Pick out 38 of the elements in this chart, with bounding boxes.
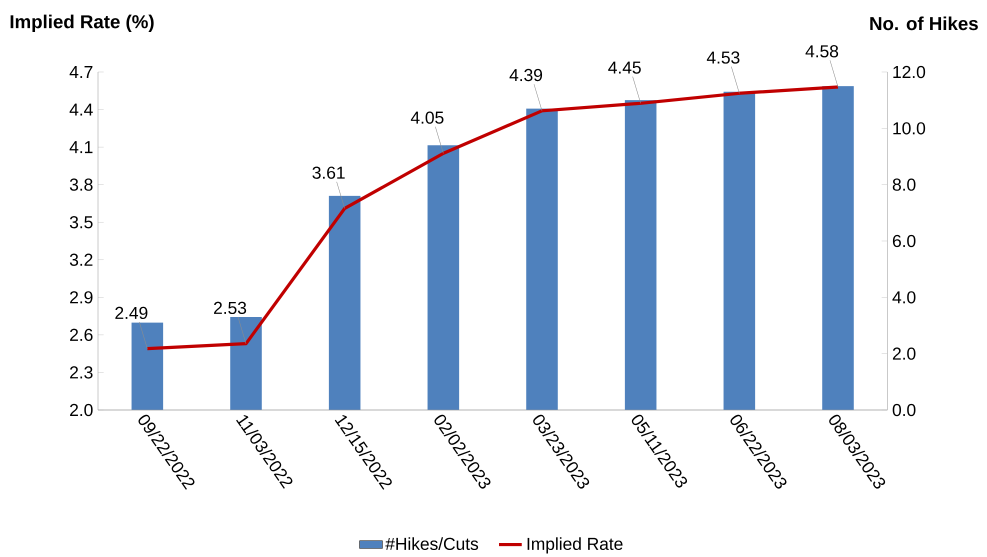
line-series	[146, 85, 840, 350]
y-tick-label: 2.0	[70, 404, 93, 416]
data-label: 4.58	[806, 45, 838, 58]
legend-label: Implied Rate	[528, 537, 623, 554]
y2-tick-label: 2.0	[892, 347, 916, 360]
bar	[328, 196, 360, 410]
bar	[624, 100, 656, 410]
y-tick-label: 2.3	[70, 366, 93, 378]
legend-label: #Hikes/Cuts	[385, 537, 478, 550]
data-label: 2.53	[214, 302, 246, 314]
y2-tick-label: 10.0	[893, 122, 926, 134]
y2-tick-label: 0.0	[892, 404, 916, 416]
y-tick-label: 4.1	[70, 141, 92, 153]
data-label: 2.49	[115, 306, 148, 319]
y-tick-label: 4.4	[70, 104, 93, 116]
y-tick-label: 2.9	[70, 291, 92, 304]
bar	[822, 86, 854, 410]
y2-axis-title: No. of Hikes	[870, 16, 978, 30]
bar	[724, 92, 756, 410]
bar	[132, 322, 164, 410]
y-tick-label: 2.6	[70, 328, 93, 341]
y-tick-label: 3.2	[70, 254, 92, 266]
bar	[428, 145, 460, 410]
y-axis-title: Implied Rate (%)	[10, 14, 154, 32]
y-tick-label: 3.8	[70, 178, 93, 191]
y2-tick-label: 12.0	[893, 66, 926, 78]
y2-tick-label: 6.0	[892, 234, 916, 248]
bar	[230, 316, 262, 410]
y2-tick-label: 8.0	[892, 178, 916, 191]
data-label: 4.39	[510, 68, 542, 82]
y2-tick-label: 4.0	[892, 291, 916, 304]
data-label: 4.05	[410, 111, 444, 124]
bar	[526, 108, 558, 410]
y-tick-label: 3.5	[70, 216, 93, 228]
data-label: 3.61	[312, 166, 345, 179]
data-label: 4.45	[608, 62, 641, 74]
data-label: 4.53	[706, 51, 740, 64]
y-tick-label: 4.7	[70, 66, 92, 78]
